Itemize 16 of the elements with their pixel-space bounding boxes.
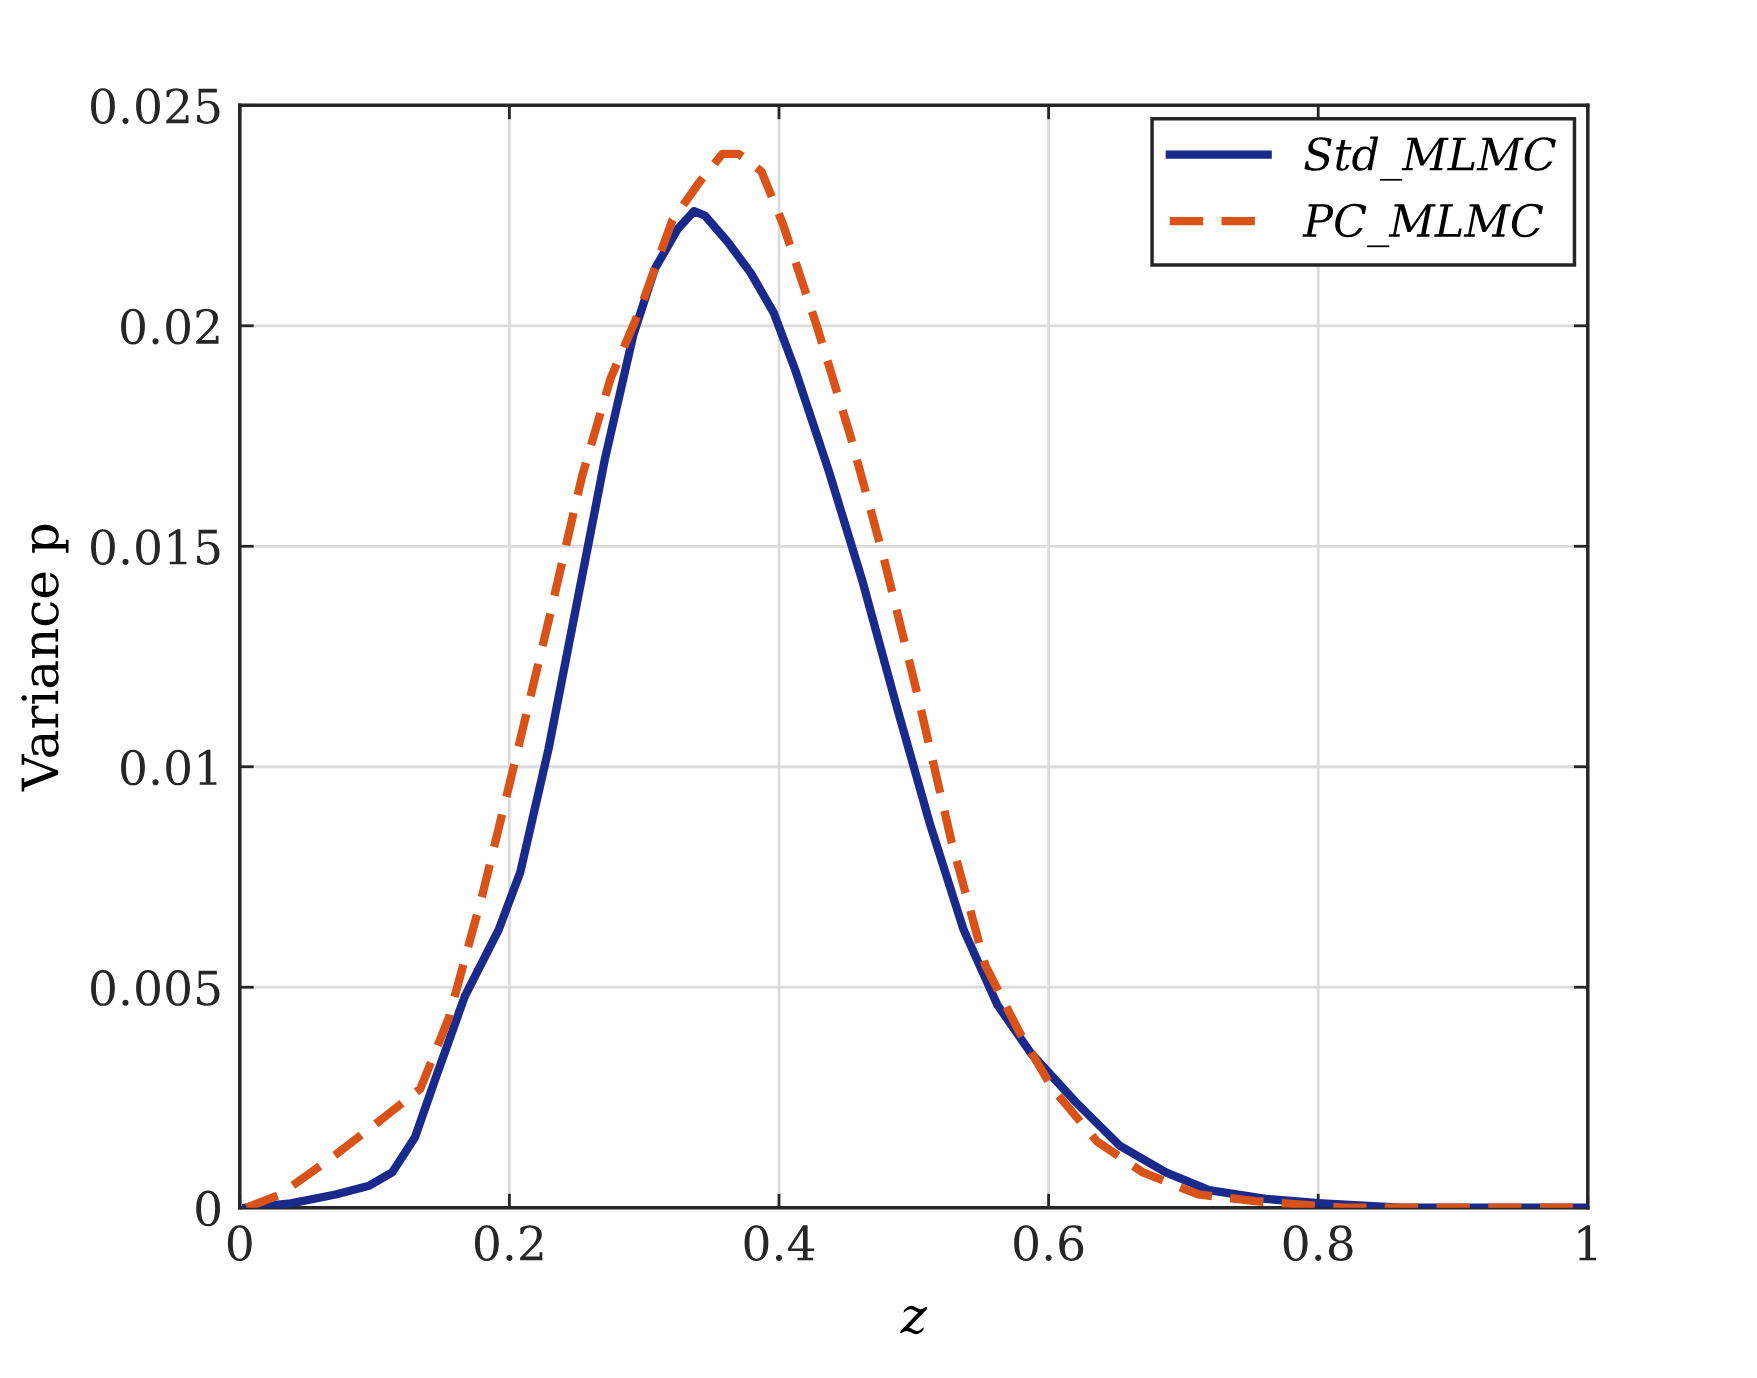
y-tick-label: 0 <box>196 1190 220 1227</box>
x-axis-title: z <box>900 1305 928 1335</box>
y-tick-label: 0.005 <box>91 970 220 1006</box>
x-tick-label: 0 <box>227 1225 252 1261</box>
x-tick-label: 1 <box>1578 1225 1597 1261</box>
x-tick-label: 0.4 <box>744 1225 815 1261</box>
x-tick-label: 0.2 <box>474 1225 543 1261</box>
legend-label: PC_MLMC <box>1302 203 1543 248</box>
y-tick-label: 0.025 <box>91 88 220 124</box>
y-tick-label: 0.01 <box>121 749 217 786</box>
y-tick-label: 0.015 <box>91 529 220 565</box>
y-tick-label: 0.02 <box>121 308 219 345</box>
legend-label: Std_MLMC <box>1304 136 1556 181</box>
x-tick-label: 0.6 <box>1014 1225 1084 1261</box>
x-tick-label: 0.8 <box>1283 1225 1353 1261</box>
y-axis-title: Variance p <box>21 524 69 792</box>
